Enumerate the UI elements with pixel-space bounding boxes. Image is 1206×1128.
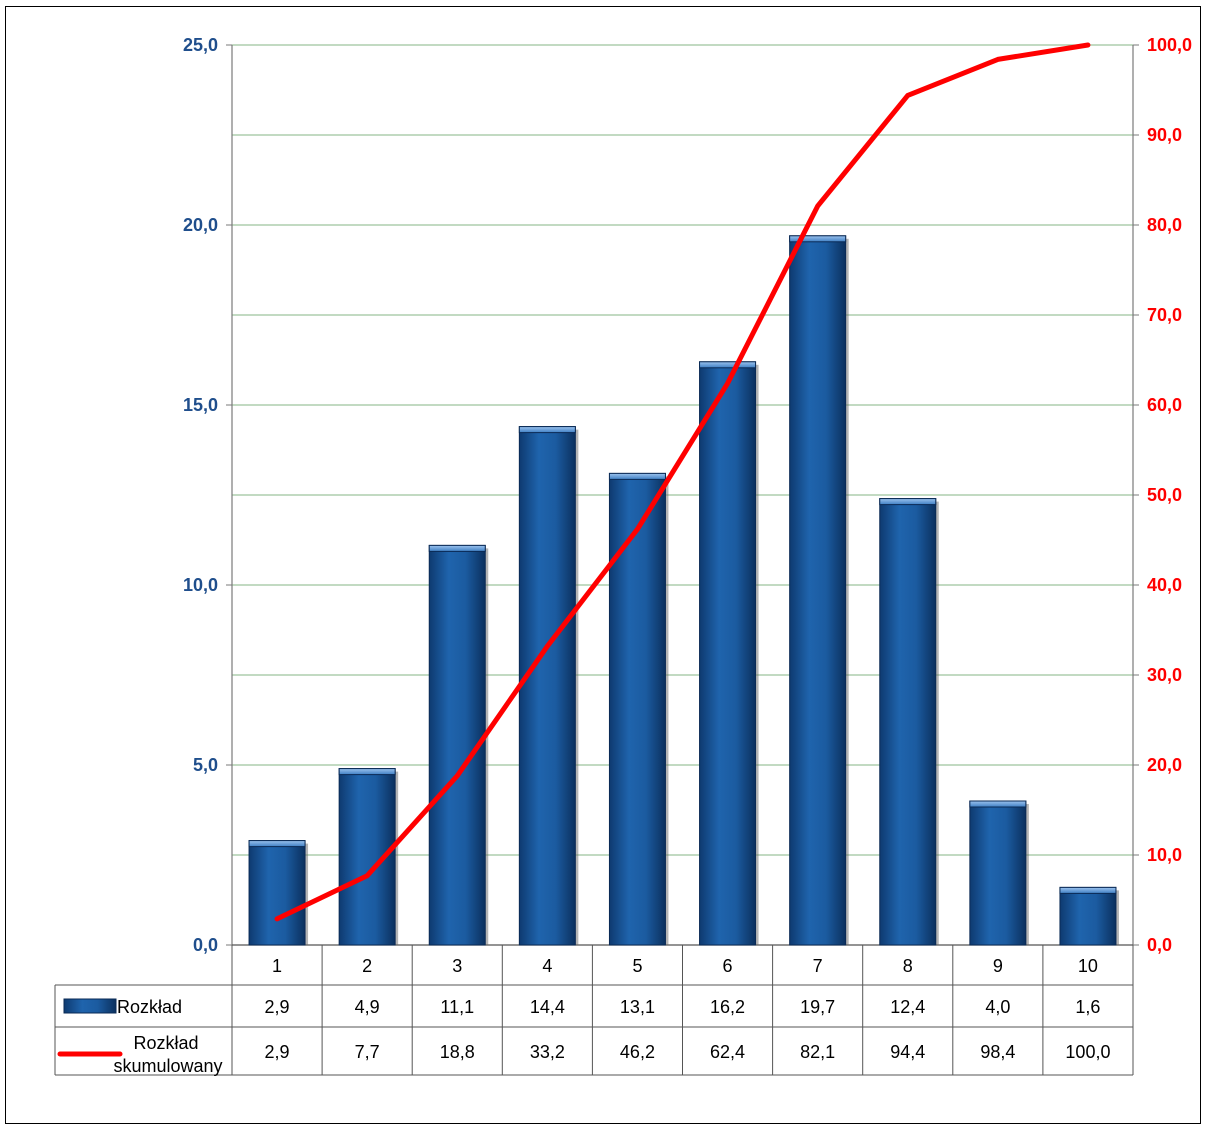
table-cell-cumulative-value: 46,2 bbox=[620, 1042, 655, 1062]
category-label: 4 bbox=[542, 956, 552, 976]
table-cell-bar-value: 12,4 bbox=[890, 997, 925, 1017]
bar-cap bbox=[969, 800, 1027, 808]
legend-label-bar: Rozkład bbox=[117, 997, 182, 1017]
right-tick-label: 60,0 bbox=[1147, 395, 1182, 415]
bar-cap bbox=[608, 472, 666, 480]
right-tick-label: 40,0 bbox=[1147, 575, 1182, 595]
bar bbox=[789, 235, 847, 946]
table-cell-bar-value: 19,7 bbox=[800, 997, 835, 1017]
category-label: 2 bbox=[362, 956, 372, 976]
left-tick-label: 20,0 bbox=[183, 215, 218, 235]
category-label: 8 bbox=[903, 956, 913, 976]
cumulative-line bbox=[274, 42, 1091, 922]
right-tick-label: 70,0 bbox=[1147, 305, 1182, 325]
table-cell-bar-value: 14,4 bbox=[530, 997, 565, 1017]
bar-cap bbox=[518, 426, 576, 434]
left-tick-label: 10,0 bbox=[183, 575, 218, 595]
bar bbox=[518, 426, 576, 946]
bar bbox=[608, 472, 666, 946]
right-tick-label: 10,0 bbox=[1147, 845, 1182, 865]
table-cell-cumulative-value: 100,0 bbox=[1065, 1042, 1110, 1062]
category-label: 6 bbox=[723, 956, 733, 976]
bar-cap bbox=[248, 840, 306, 848]
legend-key-bar bbox=[63, 998, 117, 1014]
category-label: 1 bbox=[272, 956, 282, 976]
category-label: 10 bbox=[1078, 956, 1098, 976]
bar bbox=[699, 361, 757, 946]
table-cell-bar-value: 13,1 bbox=[620, 997, 655, 1017]
category-label: 7 bbox=[813, 956, 823, 976]
right-tick-label: 90,0 bbox=[1147, 125, 1182, 145]
right-tick-label: 20,0 bbox=[1147, 755, 1182, 775]
table-cell-bar-value: 16,2 bbox=[710, 997, 745, 1017]
right-tick-label: 30,0 bbox=[1147, 665, 1182, 685]
table-cell-cumulative-value: 82,1 bbox=[800, 1042, 835, 1062]
bar-series bbox=[248, 235, 1119, 946]
bar bbox=[879, 498, 937, 946]
table-cell-bar-value: 11,1 bbox=[440, 997, 474, 1017]
table-cell-bar-value: 1,6 bbox=[1075, 997, 1100, 1017]
bar-cap bbox=[428, 544, 486, 552]
category-label: 3 bbox=[452, 956, 462, 976]
cumulative-line-series bbox=[274, 42, 1091, 922]
right-tick-label: 50,0 bbox=[1147, 485, 1182, 505]
table-cell-cumulative-value: 62,4 bbox=[710, 1042, 745, 1062]
gridlines bbox=[232, 44, 1133, 856]
legend-label-line: skumulowany bbox=[113, 1056, 222, 1076]
table-cell-cumulative-value: 18,8 bbox=[440, 1042, 475, 1062]
table-cell-bar-value: 4,0 bbox=[985, 997, 1010, 1017]
legend-label-line: Rozkład bbox=[133, 1033, 198, 1053]
table-cell-bar-value: 2,9 bbox=[265, 997, 290, 1017]
tick-labels: 0,0 5,0 10,0 15,0 20,0 25,0 0,0 10,0 20,0 30,0 40,… bbox=[183, 35, 1192, 955]
data-table: 1 2 3 4 5 6 7 8 9 10 2,9 4,9 11,1 14,4 13,1 16,2 19,7 12,… bbox=[54, 945, 1134, 1076]
bar-cap bbox=[699, 361, 757, 369]
table-cell-cumulative-value: 2,9 bbox=[265, 1042, 290, 1062]
bar-cap bbox=[789, 235, 847, 243]
left-tick-label: 0,0 bbox=[193, 935, 218, 955]
category-label: 5 bbox=[632, 956, 642, 976]
bar bbox=[1059, 886, 1117, 946]
table-cell-cumulative-value: 94,4 bbox=[890, 1042, 925, 1062]
bar-cap bbox=[879, 498, 937, 506]
category-label: 9 bbox=[993, 956, 1003, 976]
left-tick-label: 15,0 bbox=[183, 395, 218, 415]
right-tick-label: 100,0 bbox=[1147, 35, 1192, 55]
table-cell-cumulative-value: 7,7 bbox=[355, 1042, 380, 1062]
bar bbox=[969, 800, 1027, 946]
table-cell-cumulative-value: 33,2 bbox=[530, 1042, 565, 1062]
bar-cap bbox=[1059, 886, 1117, 894]
bar-cap bbox=[338, 768, 396, 776]
left-tick-label: 25,0 bbox=[183, 35, 218, 55]
right-tick-label: 0,0 bbox=[1147, 935, 1172, 955]
right-tick-label: 80,0 bbox=[1147, 215, 1182, 235]
bar bbox=[248, 840, 306, 946]
left-tick-label: 5,0 bbox=[193, 755, 218, 775]
table-cell-cumulative-value: 98,4 bbox=[980, 1042, 1015, 1062]
table-cell-bar-value: 4,9 bbox=[355, 997, 380, 1017]
